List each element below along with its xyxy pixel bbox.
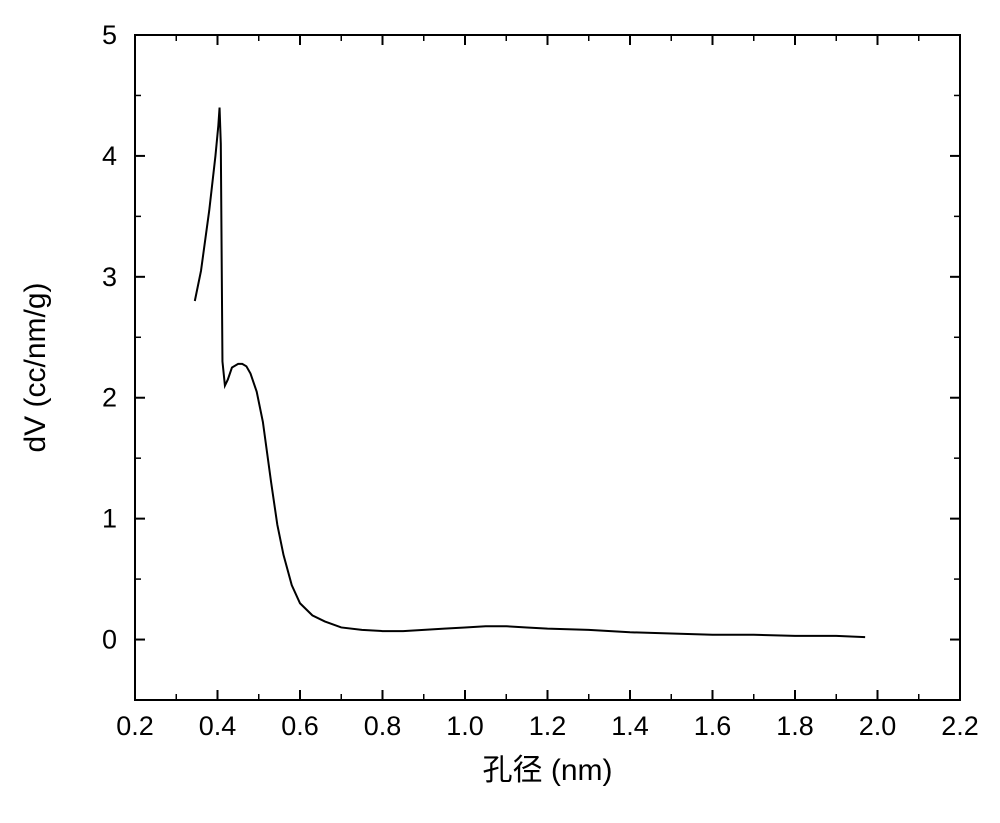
x-tick-label: 1.2 — [529, 711, 567, 741]
chart-container: 0.20.40.60.81.01.21.41.61.82.02.2012345 … — [0, 0, 1000, 823]
x-tick-label: 1.8 — [776, 711, 814, 741]
x-tick-label: 0.6 — [281, 711, 319, 741]
x-tick-label: 2.0 — [859, 711, 897, 741]
x-tick-label: 1.0 — [446, 711, 484, 741]
x-tick-label: 0.2 — [116, 711, 154, 741]
y-tick-label: 5 — [102, 20, 117, 50]
pore-size-distribution-chart: 0.20.40.60.81.01.21.41.61.82.02.2012345 … — [0, 0, 1000, 823]
x-tick-label: 2.2 — [941, 711, 979, 741]
y-tick-label: 4 — [102, 141, 117, 171]
x-tick-label: 0.8 — [364, 711, 402, 741]
x-axis-label: 孔径 (nm) — [483, 754, 613, 787]
y-axis-label: dV (cc/nm/g) — [19, 282, 52, 452]
x-tick-label: 0.4 — [199, 711, 237, 741]
series-line — [195, 108, 865, 638]
plot-frame — [135, 35, 960, 700]
x-tick-label: 1.4 — [611, 711, 649, 741]
x-tick-label: 1.6 — [694, 711, 732, 741]
y-tick-label: 0 — [102, 625, 117, 655]
y-tick-label: 1 — [102, 504, 117, 534]
y-tick-label: 3 — [102, 262, 117, 292]
y-tick-label: 2 — [102, 383, 117, 413]
